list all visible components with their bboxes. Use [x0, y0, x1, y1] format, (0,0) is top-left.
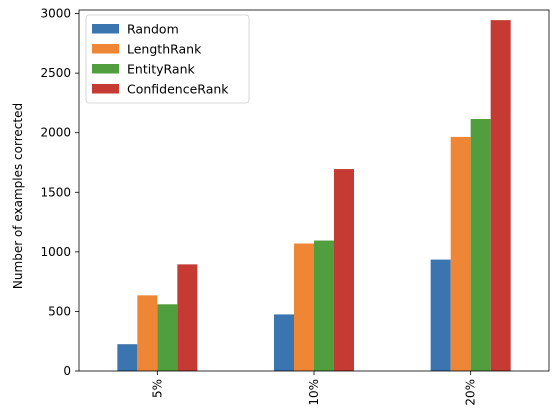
- bar-lengthrank-10pct: [294, 243, 314, 371]
- legend: Random LengthRank EntityRank ConfidenceRank: [85, 14, 250, 104]
- x-tick-label: 20%: [464, 379, 478, 406]
- legend-swatch: [92, 24, 119, 34]
- legend-box: [85, 14, 250, 104]
- x-tick-label: 5%: [150, 379, 164, 398]
- bar-lengthrank-5pct: [137, 295, 158, 371]
- y-tick-label: 1500: [40, 185, 71, 199]
- y-tick-label: 3000: [40, 7, 71, 21]
- bar-random-5pct: [117, 344, 138, 371]
- bar-random-10pct: [274, 314, 294, 371]
- y-tick-label: 1000: [40, 245, 71, 259]
- legend-label: EntityRank: [127, 62, 195, 77]
- legend-swatch: [92, 44, 119, 54]
- legend-swatch: [92, 64, 119, 74]
- bar-confidencerank-5pct: [177, 264, 198, 371]
- x-tick-label: 10%: [307, 379, 321, 406]
- y-axis-label: Number of examples corrected: [11, 103, 25, 289]
- legend-swatch: [92, 84, 119, 94]
- bars-layer: [117, 20, 511, 371]
- legend-label: LengthRank: [127, 42, 202, 57]
- bar-confidencerank-10pct: [334, 169, 354, 371]
- y-tick-label: 0: [63, 364, 71, 378]
- bar-entityrank-10pct: [314, 240, 334, 371]
- legend-label: ConfidenceRank: [127, 82, 229, 97]
- axes-layer: 5% 10% 20% 0 500 1000 1500 2000 2500 3000: [40, 7, 550, 406]
- y-tick-label: 2500: [40, 66, 71, 80]
- y-tick-label: 500: [48, 304, 71, 318]
- bar-confidencerank-20pct: [490, 20, 511, 371]
- bar-lengthrank-20pct: [450, 136, 471, 371]
- legend-label: Random: [127, 22, 179, 37]
- bar-entityrank-20pct: [470, 119, 491, 371]
- y-tick-label: 2000: [40, 126, 71, 140]
- bar-entityrank-5pct: [157, 304, 178, 371]
- bar-random-20pct: [430, 259, 451, 371]
- plot-frame: [78, 9, 550, 372]
